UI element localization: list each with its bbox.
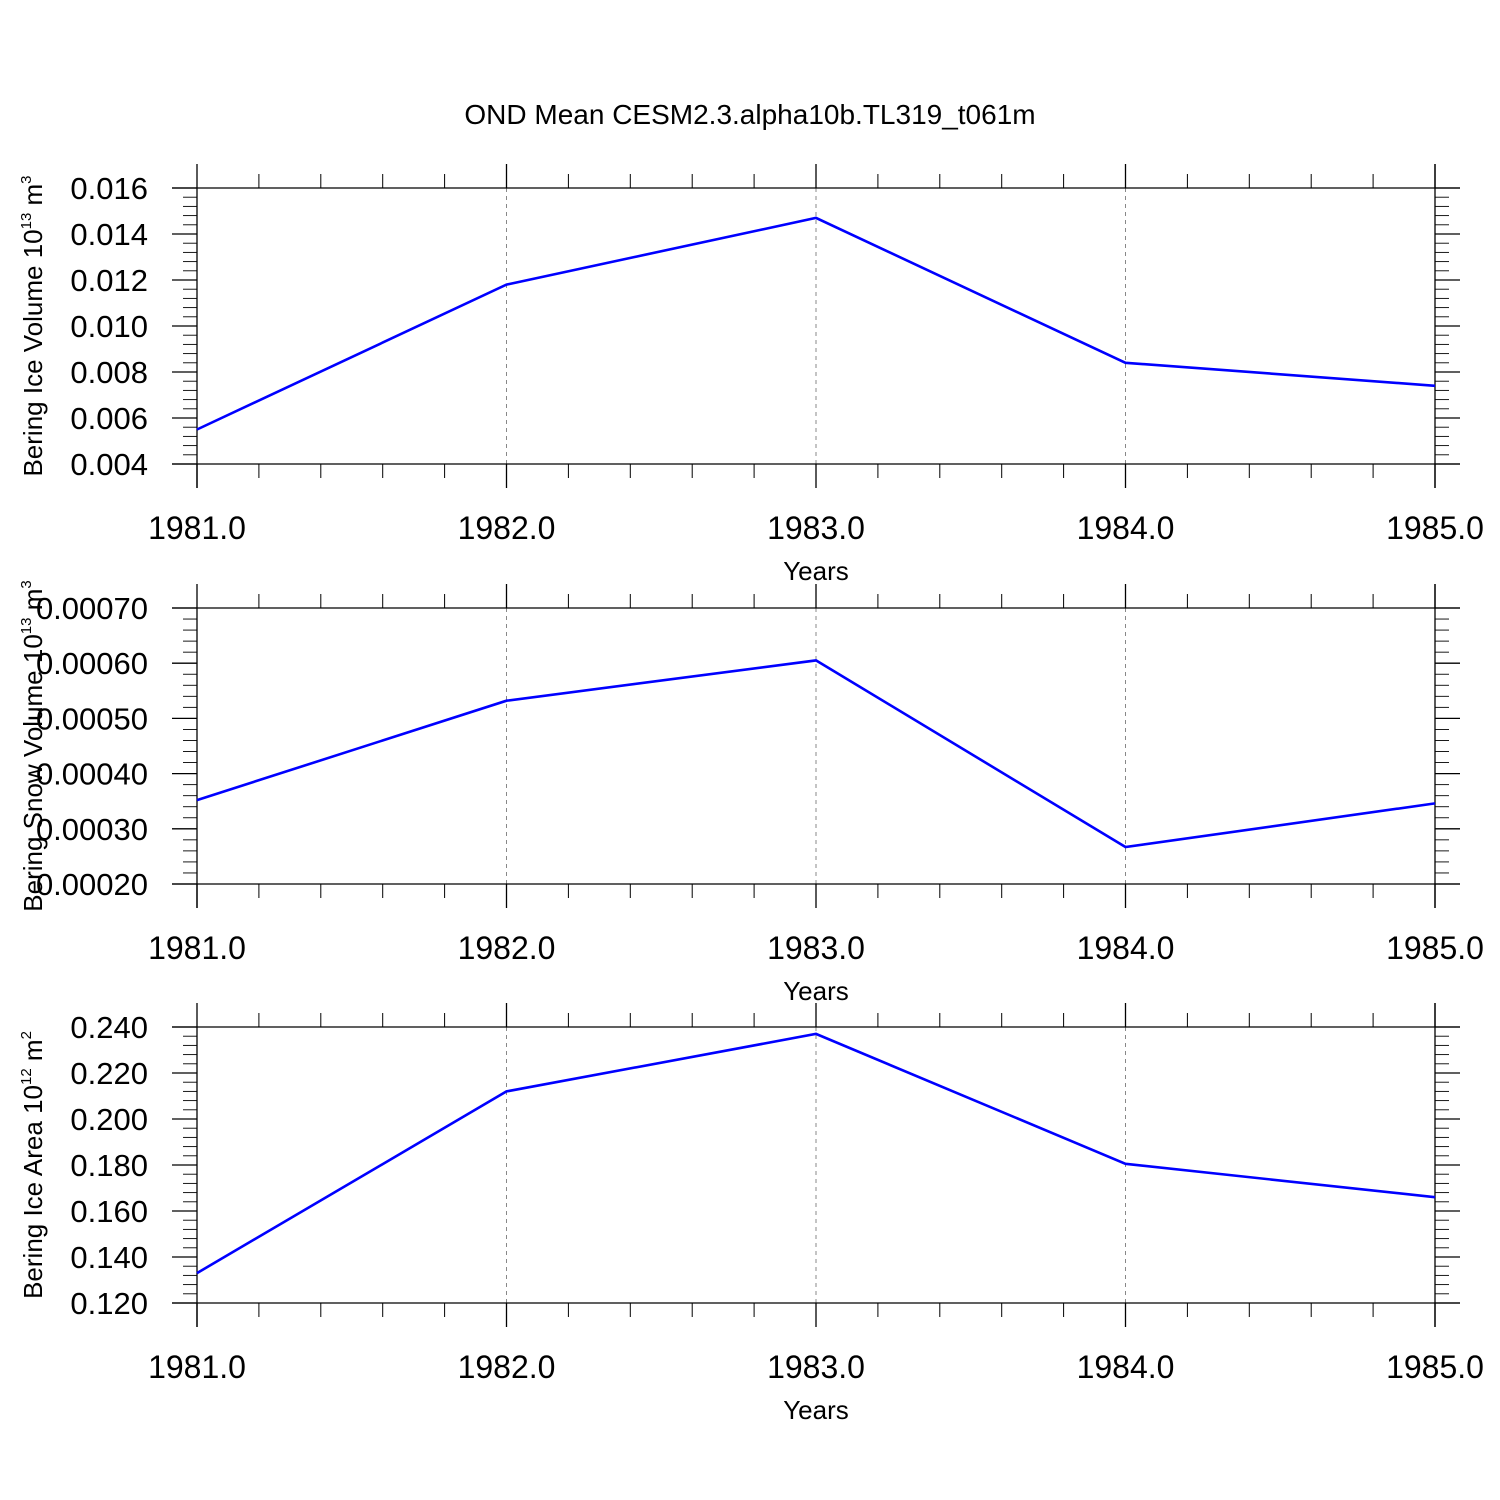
x-tick-label: 1983.0 bbox=[767, 1349, 865, 1385]
chart-title: OND Mean CESM2.3.alpha10b.TL319_t061m bbox=[464, 99, 1035, 130]
y-tick-label: 0.140 bbox=[70, 1240, 148, 1275]
x-tick-label: 1981.0 bbox=[148, 1349, 246, 1385]
x-tick-label: 1983.0 bbox=[767, 510, 865, 546]
x-tick-label: 1983.0 bbox=[767, 930, 865, 966]
y-tick-label: 0.014 bbox=[70, 217, 148, 252]
x-tick-label: 1981.0 bbox=[148, 510, 246, 546]
panel-2: 1981.0 1982.0 1983.0 1984.0 1985.0 0.00020 0.0… bbox=[18, 580, 1484, 1006]
x-tick-label: 1984.0 bbox=[1077, 930, 1175, 966]
y-tick-label: 0.180 bbox=[70, 1148, 148, 1183]
y-tick-label: 0.200 bbox=[70, 1102, 148, 1137]
y-axis-label: Bering Ice Area 1012 m2 bbox=[18, 1031, 48, 1299]
x-tick-label: 1985.0 bbox=[1386, 510, 1484, 546]
series-line bbox=[196, 659, 1436, 849]
x-tick-label: 1985.0 bbox=[1386, 930, 1484, 966]
y-axis-label: Bering Ice Volume 1013 m3 bbox=[18, 175, 48, 476]
x-tick-label: 1982.0 bbox=[458, 930, 556, 966]
x-axis-label: Years bbox=[783, 1395, 849, 1425]
x-axis-label: Years bbox=[783, 976, 849, 1006]
series-line bbox=[196, 1032, 1436, 1275]
x-tick-label: 1981.0 bbox=[148, 930, 246, 966]
panel-3: 1981.0 1982.0 1983.0 1984.0 1985.0 0.120 0.140… bbox=[18, 1003, 1484, 1425]
x-tick-label: 1984.0 bbox=[1077, 510, 1175, 546]
panels: 1981.0 1982.0 1983.0 1984.0 1985.0 0.004 0.006… bbox=[18, 164, 1484, 1425]
y-tick-label: 0.006 bbox=[70, 401, 148, 436]
x-tick-label: 1985.0 bbox=[1386, 1349, 1484, 1385]
x-tick-label: 1982.0 bbox=[458, 510, 556, 546]
panel-1: 1981.0 1982.0 1983.0 1984.0 1985.0 0.004 0.006… bbox=[18, 164, 1484, 586]
series-line bbox=[196, 216, 1436, 431]
x-tick-label: 1984.0 bbox=[1077, 1349, 1175, 1385]
y-tick-label: 0.00020 bbox=[36, 867, 148, 902]
y-tick-label: 0.00030 bbox=[36, 812, 148, 847]
y-axis-label: Bering Snow Volume 1013 m3 bbox=[18, 580, 48, 911]
y-tick-label: 0.004 bbox=[70, 447, 148, 482]
x-axis-label: Years bbox=[783, 556, 849, 586]
y-tick-label: 0.120 bbox=[70, 1286, 148, 1321]
y-tick-label: 0.00060 bbox=[36, 646, 148, 681]
y-tick-label: 0.160 bbox=[70, 1194, 148, 1229]
y-tick-label: 0.00070 bbox=[36, 591, 148, 626]
y-tick-label: 0.240 bbox=[70, 1010, 148, 1045]
y-tick-label: 0.00050 bbox=[36, 701, 148, 736]
y-tick-label: 0.220 bbox=[70, 1056, 148, 1091]
y-tick-label: 0.012 bbox=[70, 263, 148, 298]
y-tick-label: 0.016 bbox=[70, 171, 148, 206]
x-tick-label: 1982.0 bbox=[458, 1349, 556, 1385]
y-tick-label: 0.010 bbox=[70, 309, 148, 344]
y-tick-label: 0.00040 bbox=[36, 757, 148, 792]
y-tick-label: 0.008 bbox=[70, 355, 148, 390]
